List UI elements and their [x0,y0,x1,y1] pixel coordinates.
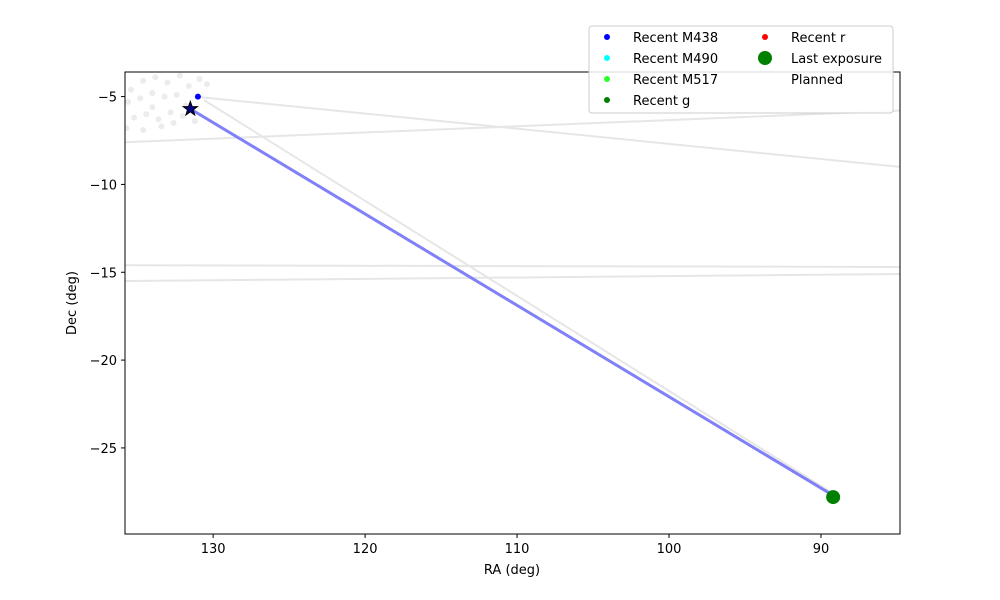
background-line [125,264,900,268]
background-point [170,119,177,126]
background-point [125,98,132,105]
background-line [203,99,834,495]
legend-marker-recent-g [604,97,610,103]
background-line [194,95,900,168]
background-point [204,81,211,88]
legend: Recent M438 Recent M490 Recent M517 Recent … [588,25,894,114]
background-point [140,77,147,84]
legend-marker-recent-m490 [604,55,610,61]
point-last-exposure [826,490,841,505]
background-line [125,109,900,144]
legend-label-planned: Planned [791,73,843,88]
background-point [161,93,168,100]
legend-marker-recent-m438 [604,34,610,40]
background-point [140,126,147,133]
legend-label-last-exposure: Last exposure [791,52,882,67]
x-axis: 130 120 110 100 90 [201,534,830,557]
legend-marker-recent-r [762,34,768,40]
path-line [189,107,831,495]
y-tick-label: −10 [90,178,117,193]
y-tick-label: −25 [90,442,117,457]
background-point [131,114,138,121]
background-point [152,74,159,81]
background-point [149,104,156,111]
background-point [173,91,180,98]
y-tick-label: −20 [90,354,117,369]
x-tick-label: 100 [657,542,682,557]
star-marker [181,99,199,117]
legend-label-recent-g: Recent g [633,94,690,109]
background-point [185,83,192,90]
plot-area [125,72,900,505]
background-point [149,90,156,97]
x-tick-label: 130 [201,542,226,557]
x-tick-label: 90 [813,542,830,557]
legend-marker-recent-m517 [604,76,610,82]
background-point [143,111,150,118]
y-axis: −5 −10 −15 −20 −25 [90,91,125,457]
x-axis-label: RA (deg) [484,563,540,578]
background-point [191,118,198,125]
background-point [167,109,174,116]
background-point [125,125,130,132]
x-tick-label: 110 [505,542,530,557]
x-tick-label: 120 [353,542,378,557]
background-point [155,116,162,123]
background-point [196,76,203,83]
y-axis-label: Dec (deg) [65,271,80,335]
background-point [164,79,171,86]
background-point [128,86,135,93]
background-point [179,112,186,119]
legend-label-recent-r: Recent r [791,31,846,46]
y-tick-label: −5 [98,91,117,106]
legend-marker-last-exposure [758,51,772,65]
legend-label-recent-m438: Recent M438 [633,31,718,46]
legend-frame [588,25,894,114]
legend-label-recent-m517: Recent M517 [633,73,718,88]
plot-frame [124,71,901,535]
background-line [125,273,900,283]
background-point [137,95,144,102]
background-point [176,72,183,79]
point-recent-m438 [194,93,201,100]
y-tick-label: −15 [90,266,117,281]
background-point [158,123,165,130]
legend-label-recent-m490: Recent M490 [633,52,718,67]
